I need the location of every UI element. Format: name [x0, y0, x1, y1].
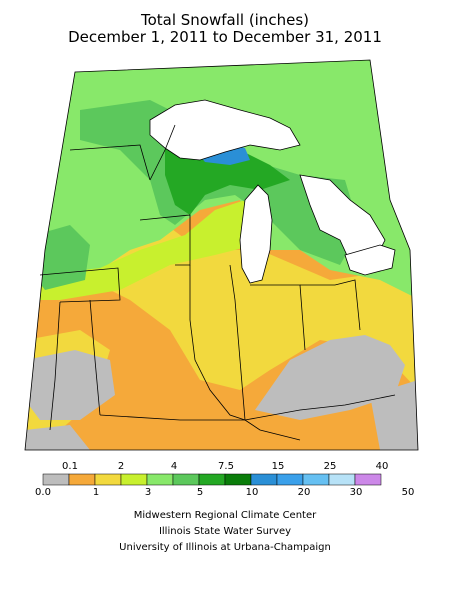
legend-swatch	[42, 473, 70, 486]
legend-swatch	[198, 473, 226, 486]
legend-swatch	[94, 473, 122, 486]
legend-swatch	[302, 473, 330, 486]
legend-colorbar	[42, 473, 382, 486]
legend-label-1: 1	[92, 487, 100, 498]
legend-swatch	[146, 473, 174, 486]
legend-label-10: 10	[245, 487, 259, 498]
zone-gray-kentucky	[255, 335, 405, 420]
legend-swatch	[250, 473, 278, 486]
legend-label-4: 4	[170, 461, 178, 472]
legend-label-7-5: 7.5	[218, 461, 234, 472]
credit-line-1: Midwestern Regional Climate Center	[133, 510, 317, 521]
legend-label-5: 5	[196, 487, 204, 498]
legend-label-30: 30	[349, 487, 363, 498]
map-subtitle: December 1, 2011 to December 31, 2011	[68, 28, 382, 46]
map-domain-outline	[24, 59, 419, 451]
legend-label-25: 25	[323, 461, 337, 472]
legend-label-50: 50	[401, 487, 415, 498]
legend-label-0-1: 0.1	[62, 461, 78, 472]
zone-lime-band	[40, 200, 255, 300]
lake-michigan	[239, 184, 273, 284]
credit-line-2: Illinois State Water Survey	[158, 526, 292, 537]
legend-label-40: 40	[375, 461, 389, 472]
credit-line-3: University of Illinois at Urbana-Champai…	[119, 542, 331, 553]
zone-gray-southwest-corner	[25, 425, 90, 450]
map-title: Total Snowfall (inches)	[140, 11, 310, 29]
lake-erie	[344, 244, 396, 276]
legend-swatch	[68, 473, 96, 486]
state-borders	[39, 124, 396, 441]
great-lakes	[149, 99, 396, 284]
legend-swatch	[172, 473, 200, 486]
zone-gray-missouri	[25, 350, 115, 420]
legend-swatch	[354, 473, 382, 486]
legend-label-0-0: 0.0	[35, 487, 51, 498]
legend-swatch	[328, 473, 356, 486]
legend-label-3: 3	[144, 487, 152, 498]
legend-swatch	[224, 473, 252, 486]
legend-label-15: 15	[271, 461, 285, 472]
legend-label-20: 20	[297, 487, 311, 498]
legend-label-2: 2	[117, 461, 125, 472]
lake-superior	[149, 99, 301, 161]
legend-swatch	[120, 473, 148, 486]
legend-swatch	[276, 473, 304, 486]
